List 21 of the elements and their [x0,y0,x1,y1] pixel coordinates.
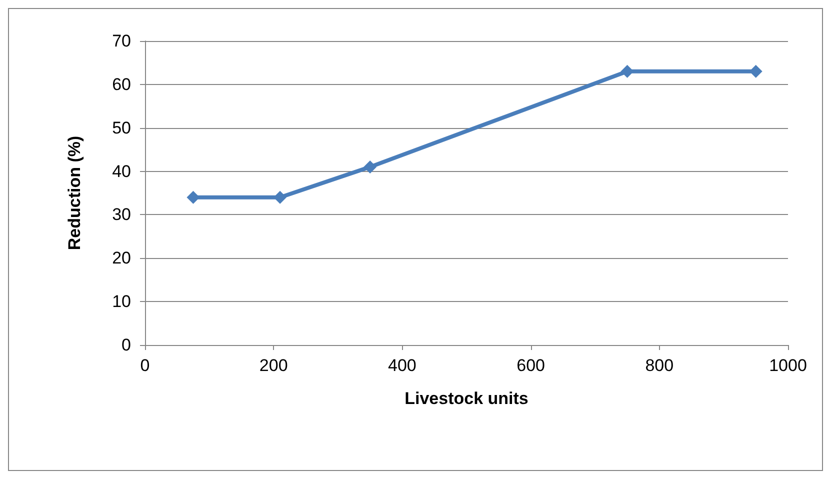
y-tick-label: 20 [112,248,131,268]
y-tick-label: 30 [112,205,131,224]
point [274,190,287,204]
y-tick-label: 40 [112,162,131,181]
y-axis-title: Reduction (%) [65,136,84,250]
y-tick-label: 70 [112,32,131,50]
point [620,64,634,78]
point [364,160,377,174]
x-tick-label: 0 [140,356,150,375]
x-tick-label: 800 [645,356,674,375]
x-tick-label: 1000 [769,356,807,375]
y-tick-label: 10 [112,292,131,312]
point [186,190,200,204]
x-axis-title: Livestock units [404,389,528,408]
x-tick-label: 600 [516,356,545,375]
y-tick-label: 60 [112,74,131,94]
x-tick-label: 400 [388,356,416,375]
y-tick-label: 0 [122,336,131,354]
x-tick-label: 200 [259,356,288,375]
y-tick-label: 50 [112,118,131,138]
point [749,64,762,78]
